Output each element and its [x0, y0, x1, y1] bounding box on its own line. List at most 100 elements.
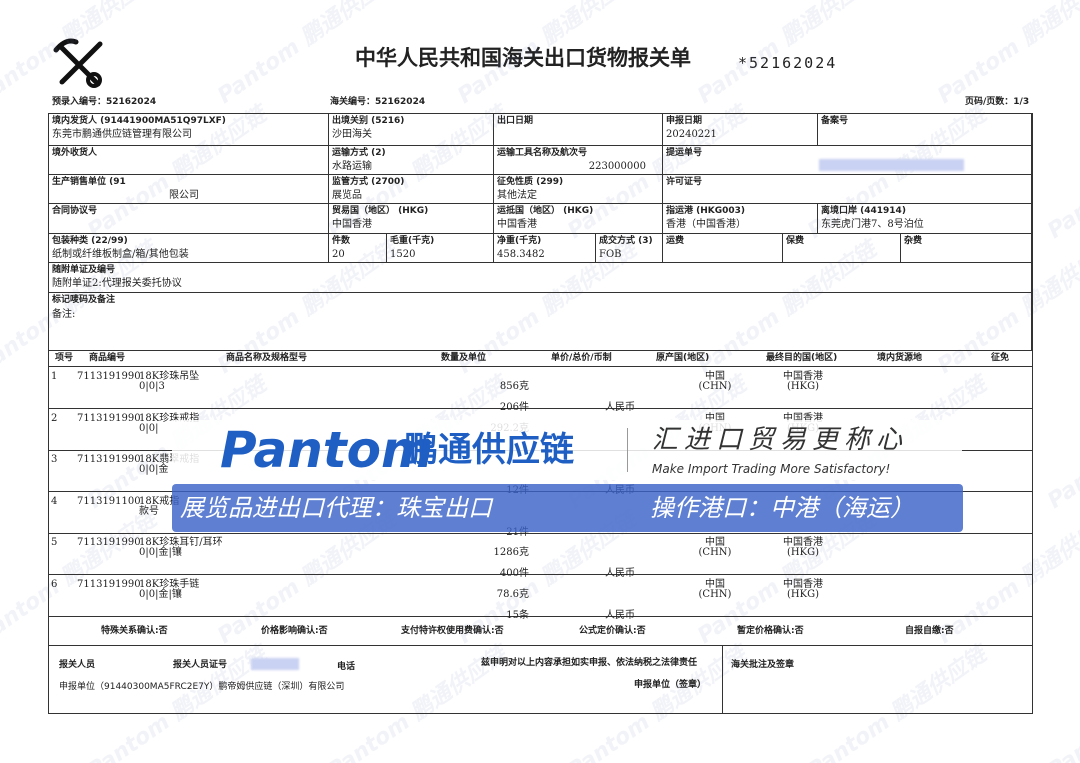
field-label: 运输方式 (2) [332, 148, 386, 158]
field-cell: 运抵国（地区） (HKG) 中国香港 [494, 204, 663, 234]
field-label: 提运单号 [666, 148, 703, 158]
field-value: 20 [332, 249, 345, 260]
watermark: Pantom 鹏通供应链 [693, 0, 881, 109]
item-no: 3 [51, 454, 58, 465]
goods-header: 项号 [55, 353, 74, 363]
item-qty2: 21件 [506, 526, 529, 538]
serial: *52162024 [738, 54, 838, 72]
field-label: 许可证号 [666, 177, 703, 187]
goods-header-line [49, 351, 1032, 367]
item-name: 18K珍珠吊坠 [139, 371, 200, 382]
item-spec: 0|0|金|镶 [139, 547, 182, 558]
item-origin: 中国 [705, 578, 725, 590]
confirmation: 自报自缴:否 [905, 626, 954, 636]
preentry-no: 预录入编号：52162024 [52, 97, 157, 107]
field-label: 净重(千克) [497, 236, 542, 246]
item-spec: 0|0|金|镶 [139, 588, 182, 600]
field-cell: 指运港 (HKG003) 香港（中国香港） [663, 204, 818, 234]
item-code: 7113191100 [77, 495, 141, 507]
item-no: 1 [51, 371, 58, 382]
field-label: 毛重(千克) [390, 236, 435, 246]
item-origin: 中国 [705, 412, 725, 424]
item-dest: 中国香港 [783, 578, 823, 590]
redacted [251, 658, 299, 670]
field-cell: 合同协议号 [49, 204, 329, 234]
goods-header: 最终目的国(地区) [766, 353, 838, 363]
confirmation: 价格影响确认:否 [261, 626, 328, 636]
watermark: Pantom 鹏通供应链 [1043, 372, 1080, 514]
field-cell: 境外收货人 [49, 146, 329, 175]
watermark: Pantom 鹏通供应链 [1043, 102, 1080, 244]
field-cell: 毛重(千克) 1520 [387, 234, 494, 263]
field-cell: 申报日期 20240221 [663, 114, 818, 146]
field-cell: 离境口岸 (441914) 东莞虎门港7、8号泊位 [818, 204, 1032, 234]
item-origin-code: (CHN) [698, 381, 732, 392]
field-cell: 贸易国（地区） (HKG) 中国香港 [329, 204, 494, 234]
field-label: 备案号 [821, 116, 849, 126]
item-qty2: 15条 [506, 609, 529, 621]
item-row [49, 367, 1032, 409]
field-value: 随附单证2:代理报关委托协议 [52, 278, 182, 289]
page-no: 页码/页数：1/3 [965, 97, 1030, 107]
field-label: 境内发货人 (91441900MA51Q97LXF) [52, 116, 226, 126]
field-value: 其他法定 [497, 190, 537, 201]
slogan-en: Make Import Trading More Satisfactory! [652, 462, 891, 476]
service: 展览品进出口代理：珠宝出口 [180, 494, 492, 522]
field-cell: 出口日期 [494, 114, 663, 146]
field-value: FOB [599, 249, 622, 260]
item-spec: 0|0| [139, 422, 159, 434]
field-cell: 运费 [663, 234, 783, 263]
field-cell: 出境关别 (5216) 沙田海关 [329, 114, 494, 146]
watermark: Pantom 鹏通供应链 [933, 0, 1080, 109]
item-currency: 人民币 [605, 609, 635, 621]
field-value: 限公司 [169, 190, 199, 201]
field-label: 出境关别 (5216) [332, 116, 405, 126]
footer-declarant: 报关人员 [59, 660, 96, 670]
field-label: 标记唛码及备注 [52, 295, 116, 305]
footer-unit: 申报单位（91440300MA5FRC2E7Y）鹏帝姆供应链（深圳）有限公司 [59, 682, 345, 692]
item-dest: 中国香港 [783, 371, 823, 382]
field-label: 征免性质 (299) [497, 177, 564, 187]
confirmation: 公式定价确认:否 [579, 626, 646, 636]
item-origin: 中国 [705, 371, 725, 382]
item-origin-code: (CHN) [698, 547, 732, 558]
brand-cn: 鹏通供应链 [404, 430, 574, 470]
field-value: 沙田海关 [332, 129, 372, 140]
field-cell: 件数 20 [329, 234, 387, 263]
item-name: 18K珍珠戒指 [139, 412, 200, 424]
title: 中华人民共和国海关出口货物报关单 [355, 46, 691, 70]
goods-header: 商品编号 [89, 353, 126, 363]
item-name: 18K珍珠手链 [139, 578, 200, 590]
item-dest: 中国香港 [783, 412, 823, 424]
item-qty2: 400件 [499, 568, 529, 579]
item-dest-code: (HKG) [787, 588, 819, 600]
field-cell: 许可证号 [663, 175, 1032, 204]
footer-statement: 兹申明对以上内容承担如实申报、依法纳税之法律责任 [481, 658, 698, 668]
item-spec: 0|0|金 [139, 464, 169, 475]
item-code: 7113191990 [77, 537, 141, 548]
brand: Pantom [220, 421, 434, 479]
confirmation: 特殊关系确认:否 [101, 626, 168, 636]
item-row [49, 492, 1032, 534]
redacted [819, 159, 964, 171]
field-cell: 随附单证及编号 随附单证2:代理报关委托协议 [49, 263, 1032, 293]
field-label: 申报日期 [666, 116, 703, 126]
item-no: 2 [51, 412, 58, 424]
item-no: 4 [51, 495, 58, 507]
field-cell: 监管方式 (2700) 展览品 [329, 175, 494, 204]
goods-header: 单价/总价/币制 [551, 353, 612, 363]
field-value: 1520 [390, 249, 416, 260]
field-label: 成交方式 (3) [599, 236, 653, 246]
item-origin: 中国 [705, 537, 725, 548]
item-code: 7113191990 [77, 371, 141, 382]
item-code: 7113191990 [77, 578, 141, 590]
item-spec: 款号 [139, 505, 159, 517]
footer-customs-note: 海关批注及签章 [731, 660, 795, 670]
port: 操作港口：中港（海运） [650, 494, 914, 522]
customs-emblem [53, 38, 103, 88]
field-cell: 运输方式 (2) 水路运输 [329, 146, 494, 175]
field-cell: 运输工具名称及航次号 223000000 [494, 146, 663, 175]
field-cell: 备案号 [818, 114, 1032, 146]
item-code: 7113191990 [77, 454, 141, 465]
field-value: 东莞市鹏通供应链管理有限公司 [52, 129, 192, 140]
